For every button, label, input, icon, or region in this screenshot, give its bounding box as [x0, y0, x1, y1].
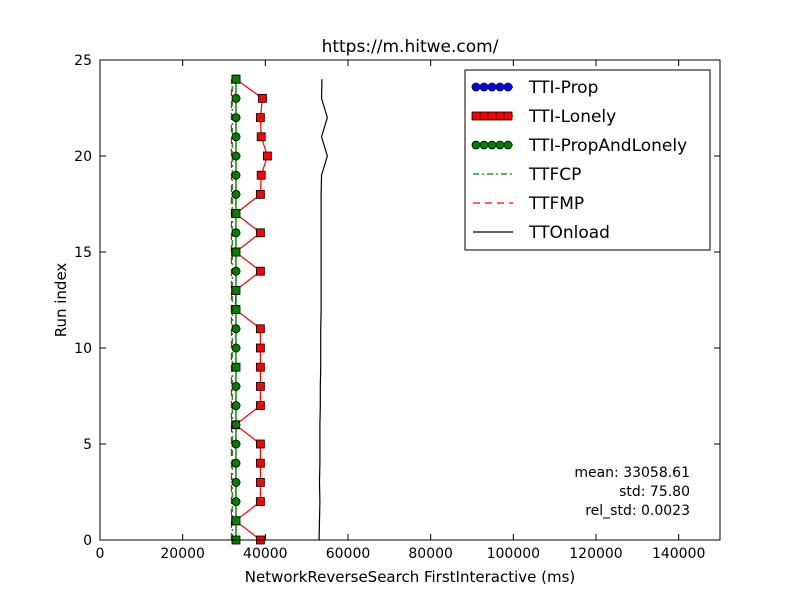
- chart-title: https://m.hitwe.com/: [322, 37, 499, 57]
- point-tti-propandlonely-23: [231, 94, 241, 103]
- point-tti-lonely-4: [255, 458, 265, 468]
- legend-marker-1-1: [479, 111, 489, 121]
- point-tti-propandlonely-18: [231, 189, 241, 199]
- stats-mean: mean: 33058.61: [574, 465, 690, 481]
- series-line-ttonload: [318, 79, 328, 541]
- legend-marker-1-2: [487, 111, 497, 121]
- y-tick-label-5: 25: [74, 53, 92, 69]
- x-axis: 0 20000 40000 60000 80000 100000 120000 140000: [96, 60, 705, 562]
- point-tti-propandlonely-10: [231, 343, 241, 353]
- x-tick-label-0: 0: [96, 546, 105, 562]
- legend-entry-tti-prop: TTI-Prop: [471, 78, 598, 98]
- y-tick-label-0: 0: [83, 533, 92, 549]
- legend-marker-1-0: [471, 111, 481, 121]
- y-axis: 0 5 10 15 20 25: [74, 53, 720, 549]
- point-tti-lonely-9: [255, 362, 265, 372]
- legend-marker-0-4: [503, 82, 513, 92]
- point-tti-propandlonely-17: [231, 209, 241, 219]
- stats-std: std: 75.80: [619, 484, 690, 500]
- legend-marker-2-4: [503, 140, 513, 150]
- point-tti-lonely-19: [256, 170, 266, 180]
- point-tti-propandlonely-11: [231, 324, 241, 334]
- x-tick-label-4: 80000: [408, 546, 453, 562]
- legend-entry-ttfcp: TTFCP: [473, 165, 581, 185]
- point-tti-propandlonely-8: [231, 381, 241, 391]
- point-tti-propandlonely-13: [231, 285, 241, 295]
- point-tti-lonely-7: [255, 401, 265, 411]
- point-tti-propandlonely-3: [231, 477, 241, 487]
- point-tti-propandlonely-4: [231, 458, 241, 468]
- point-tti-propandlonely-21: [231, 132, 241, 142]
- stats-rel-std: rel_std: 0.0023: [585, 503, 690, 519]
- legend-label-4: TTFMP: [528, 194, 584, 214]
- plot-frame: [99, 59, 721, 541]
- legend-marker-1-3: [495, 111, 505, 121]
- point-tti-propandlonely-7: [231, 401, 241, 411]
- point-tti-propandlonely-24: [231, 74, 241, 84]
- point-tti-propandlonely-19: [231, 170, 241, 180]
- point-tti-lonely-8: [255, 381, 265, 391]
- point-tti-propandlonely-12: [231, 305, 241, 315]
- point-tti-propandlonely-6: [231, 420, 241, 430]
- x-tick-label-5: 100000: [487, 546, 540, 562]
- legend: TTI-Prop TTI-Lonely TTI-PropAndLonely TTFCP…: [464, 69, 711, 251]
- point-tti-lonely-2: [255, 497, 265, 507]
- legend-entry-tti-lonely: TTI-Lonely: [471, 107, 616, 127]
- legend-marker-0-3: [495, 82, 505, 92]
- legend-label-1: TTI-Lonely: [528, 107, 616, 127]
- point-tti-lonely-11: [255, 324, 265, 334]
- y-tick-label-2: 10: [74, 341, 92, 357]
- y-tick-label-1: 5: [83, 437, 92, 453]
- point-tti-lonely-18: [255, 189, 265, 199]
- series-tti-propandlonely: [231, 74, 241, 545]
- legend-marker-0-2: [487, 82, 497, 92]
- point-tti-propandlonely-14: [231, 266, 241, 276]
- legend-frame: [464, 69, 711, 251]
- legend-marker-2-1: [479, 140, 489, 150]
- point-tti-propandlonely-15: [231, 247, 241, 257]
- legend-label-2: TTI-PropAndLonely: [528, 136, 687, 156]
- x-tick-label-1: 20000: [160, 546, 205, 562]
- y-tick-label-4: 20: [74, 149, 92, 165]
- legend-label-3: TTFCP: [528, 165, 581, 185]
- x-tick-label-7: 140000: [652, 546, 705, 562]
- point-tti-propandlonely-20: [231, 151, 241, 161]
- legend-marker-1-4: [503, 111, 513, 121]
- point-tti-propandlonely-5: [231, 439, 241, 449]
- point-tti-lonely-5: [255, 439, 265, 449]
- x-tick-label-3: 60000: [326, 546, 371, 562]
- legend-entry-ttfmp: TTFMP: [473, 194, 584, 214]
- legend-marker-0-1: [479, 82, 489, 92]
- legend-label-0: TTI-Prop: [528, 78, 598, 98]
- point-tti-lonely-16: [255, 228, 265, 238]
- stats-annotation: mean: 33058.61 std: 75.80 rel_std: 0.002…: [574, 465, 690, 519]
- point-tti-lonely-21: [256, 132, 266, 142]
- point-tti-propandlonely-9: [231, 362, 241, 372]
- legend-marker-2-0: [471, 140, 481, 150]
- legend-marker-2-3: [495, 140, 505, 150]
- legend-marker-0-0: [471, 82, 481, 92]
- y-tick-label-3: 15: [74, 245, 92, 261]
- point-tti-lonely-10: [255, 343, 265, 353]
- point-tti-lonely-20: [262, 151, 272, 161]
- point-tti-propandlonely-2: [231, 497, 241, 507]
- x-axis-label: NetworkReverseSearch FirstInteractive (m…: [245, 568, 576, 586]
- y-axis-label: Run index: [52, 263, 70, 338]
- point-tti-propandlonely-22: [231, 113, 241, 122]
- legend-entry-tti-propandlonely: TTI-PropAndLonely: [471, 136, 687, 156]
- point-tti-propandlonely-1: [231, 516, 241, 526]
- point-tti-lonely-23: [258, 94, 267, 103]
- point-tti-lonely-3: [255, 477, 265, 487]
- legend-entry-ttonload: TTOnload: [473, 223, 610, 243]
- x-tick-label-6: 120000: [569, 546, 622, 562]
- point-tti-lonely-14: [255, 266, 265, 276]
- plot-marks: [230, 74, 328, 545]
- point-tti-propandlonely-16: [231, 228, 241, 238]
- legend-label-5: TTOnload: [528, 223, 610, 243]
- legend-marker-2-2: [487, 140, 497, 150]
- series-ttonload: [318, 79, 328, 541]
- x-tick-label-2: 40000: [243, 546, 288, 562]
- point-tti-lonely-22: [255, 113, 265, 122]
